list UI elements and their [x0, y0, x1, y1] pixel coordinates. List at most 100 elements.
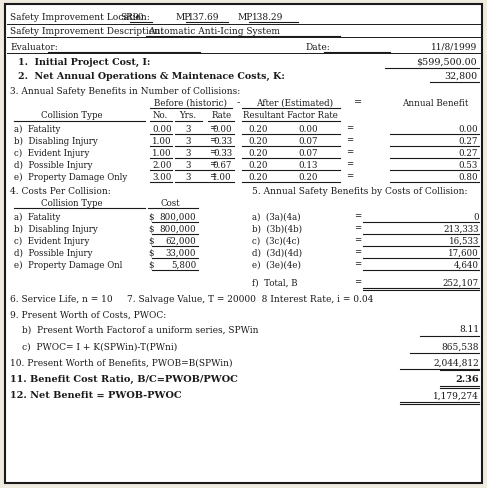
Text: 0.07: 0.07: [299, 136, 318, 145]
Text: d)  Possible Injury: d) Possible Injury: [14, 248, 93, 257]
Text: 0.67: 0.67: [213, 160, 232, 169]
Text: =: =: [355, 278, 362, 287]
Text: a)  Fatality: a) Fatality: [14, 124, 60, 133]
Text: 0.20: 0.20: [248, 160, 268, 169]
Text: 0.20: 0.20: [248, 172, 268, 181]
Text: After (Estimated): After (Estimated): [257, 98, 334, 107]
Text: c)  Evident Injury: c) Evident Injury: [14, 236, 90, 245]
Text: Collision Type: Collision Type: [41, 111, 103, 120]
Text: 1.00: 1.00: [152, 136, 172, 145]
Text: Safety Improvement Description:: Safety Improvement Description:: [10, 26, 163, 36]
Text: =: =: [209, 148, 217, 157]
Text: 0.00: 0.00: [152, 124, 172, 133]
Text: 11. Benefit Cost Ratio, B/C=PWOB/PWOC: 11. Benefit Cost Ratio, B/C=PWOB/PWOC: [10, 374, 238, 383]
Text: 0.20: 0.20: [248, 124, 268, 133]
Text: $: $: [148, 260, 153, 269]
Text: SR:: SR:: [120, 13, 136, 21]
Text: 0: 0: [473, 212, 479, 221]
Text: b)  Present Worth Factorof a uniform series, SPWin: b) Present Worth Factorof a uniform seri…: [22, 325, 259, 334]
Text: c)  (3c)(4c): c) (3c)(4c): [252, 236, 300, 245]
Text: 3: 3: [186, 124, 191, 133]
Text: 3. Annual Safety Benefits in Number of Collisions:: 3. Annual Safety Benefits in Number of C…: [10, 86, 240, 95]
Text: 800,000: 800,000: [159, 224, 196, 233]
Text: $: $: [148, 236, 153, 245]
Text: 0.00: 0.00: [299, 124, 318, 133]
Text: =: =: [209, 136, 217, 145]
FancyBboxPatch shape: [5, 5, 482, 483]
Text: c)  PWOC= I + K(SPWin)-T(PWni): c) PWOC= I + K(SPWin)-T(PWni): [22, 342, 177, 351]
Text: 1.00: 1.00: [152, 148, 172, 157]
Text: 2,044,812: 2,044,812: [433, 358, 479, 367]
Text: 865,538: 865,538: [442, 342, 479, 351]
Text: 33,000: 33,000: [166, 248, 196, 257]
Text: MP: MP: [237, 13, 252, 21]
Text: 0.27: 0.27: [459, 148, 478, 157]
Text: e)  Property Damage Only: e) Property Damage Only: [14, 172, 127, 181]
Text: Before (historic): Before (historic): [153, 98, 226, 107]
Text: Rate: Rate: [212, 111, 232, 120]
Text: 0.80: 0.80: [458, 172, 478, 181]
Text: 0.27: 0.27: [459, 136, 478, 145]
Text: e)  Property Damage Onl: e) Property Damage Onl: [14, 260, 122, 269]
Text: =: =: [346, 160, 354, 169]
Text: 0.00: 0.00: [458, 124, 478, 133]
Text: 12. Net Benefit = PWOB-PWOC: 12. Net Benefit = PWOB-PWOC: [10, 391, 182, 400]
Text: =: =: [209, 172, 217, 181]
Text: 0.13: 0.13: [299, 160, 318, 169]
Text: 3: 3: [186, 136, 191, 145]
Text: 213,333: 213,333: [444, 224, 479, 233]
Text: c)  Evident Injury: c) Evident Injury: [14, 148, 90, 157]
Text: a)  Fatality: a) Fatality: [14, 212, 60, 221]
Text: 138.29: 138.29: [252, 13, 283, 21]
Text: Date:: Date:: [305, 42, 330, 51]
Text: 0.33: 0.33: [213, 136, 232, 145]
Text: 32,800: 32,800: [444, 71, 477, 81]
Text: 1.  Initial Project Cost, I:: 1. Initial Project Cost, I:: [18, 58, 150, 66]
Text: =: =: [355, 236, 362, 245]
Text: 9. Present Worth of Costs, PWOC:: 9. Present Worth of Costs, PWOC:: [10, 310, 166, 319]
Text: a)  (3a)(4a): a) (3a)(4a): [252, 212, 300, 221]
Text: b)  (3b)(4b): b) (3b)(4b): [252, 224, 302, 233]
Text: Automatic Anti-Icing System: Automatic Anti-Icing System: [148, 26, 280, 36]
Text: 0.00: 0.00: [212, 124, 232, 133]
Text: 5,800: 5,800: [171, 260, 196, 269]
Text: Evaluator:: Evaluator:: [10, 42, 58, 51]
Text: 1,179,274: 1,179,274: [433, 391, 479, 400]
Text: 252,107: 252,107: [443, 278, 479, 287]
Text: =: =: [346, 124, 354, 133]
Text: 1.00: 1.00: [212, 172, 232, 181]
Text: 5. Annual Safety Benefits by Costs of Collision:: 5. Annual Safety Benefits by Costs of Co…: [252, 186, 468, 195]
Text: =: =: [355, 260, 362, 269]
Text: b)  Disabling Injury: b) Disabling Injury: [14, 224, 98, 233]
Text: Resultant Factor Rate: Resultant Factor Rate: [243, 111, 337, 120]
Text: =: =: [346, 136, 354, 145]
Text: =: =: [354, 98, 362, 107]
Text: b)  Disabling Injury: b) Disabling Injury: [14, 136, 98, 145]
Text: d)  Possible Injury: d) Possible Injury: [14, 160, 93, 169]
Text: 3: 3: [186, 160, 191, 169]
Text: =: =: [355, 248, 362, 257]
Text: 800,000: 800,000: [159, 212, 196, 221]
Text: Annual Benefit: Annual Benefit: [402, 98, 468, 107]
Text: 0.07: 0.07: [299, 148, 318, 157]
Text: 17,600: 17,600: [448, 248, 479, 257]
Text: 3: 3: [186, 148, 191, 157]
Text: $: $: [148, 248, 153, 257]
Text: 90: 90: [132, 13, 144, 21]
Text: 10. Present Worth of Benefits, PWOB=B(SPWin): 10. Present Worth of Benefits, PWOB=B(SP…: [10, 358, 232, 367]
Text: e)  (3e)(4e): e) (3e)(4e): [252, 260, 301, 269]
Text: Cost: Cost: [160, 198, 180, 207]
Text: 137.69: 137.69: [188, 13, 220, 21]
Text: =: =: [346, 172, 354, 181]
Text: No.: No.: [152, 111, 168, 120]
Text: 0.20: 0.20: [299, 172, 318, 181]
Text: 0.33: 0.33: [213, 148, 232, 157]
Text: =: =: [346, 148, 354, 157]
Text: $: $: [148, 212, 153, 221]
Text: 0.20: 0.20: [248, 136, 268, 145]
Text: $599,500.00: $599,500.00: [416, 58, 477, 66]
Text: =: =: [355, 224, 362, 233]
Text: 2.00: 2.00: [152, 160, 172, 169]
Text: 8.11: 8.11: [459, 325, 479, 334]
Text: MP: MP: [175, 13, 190, 21]
